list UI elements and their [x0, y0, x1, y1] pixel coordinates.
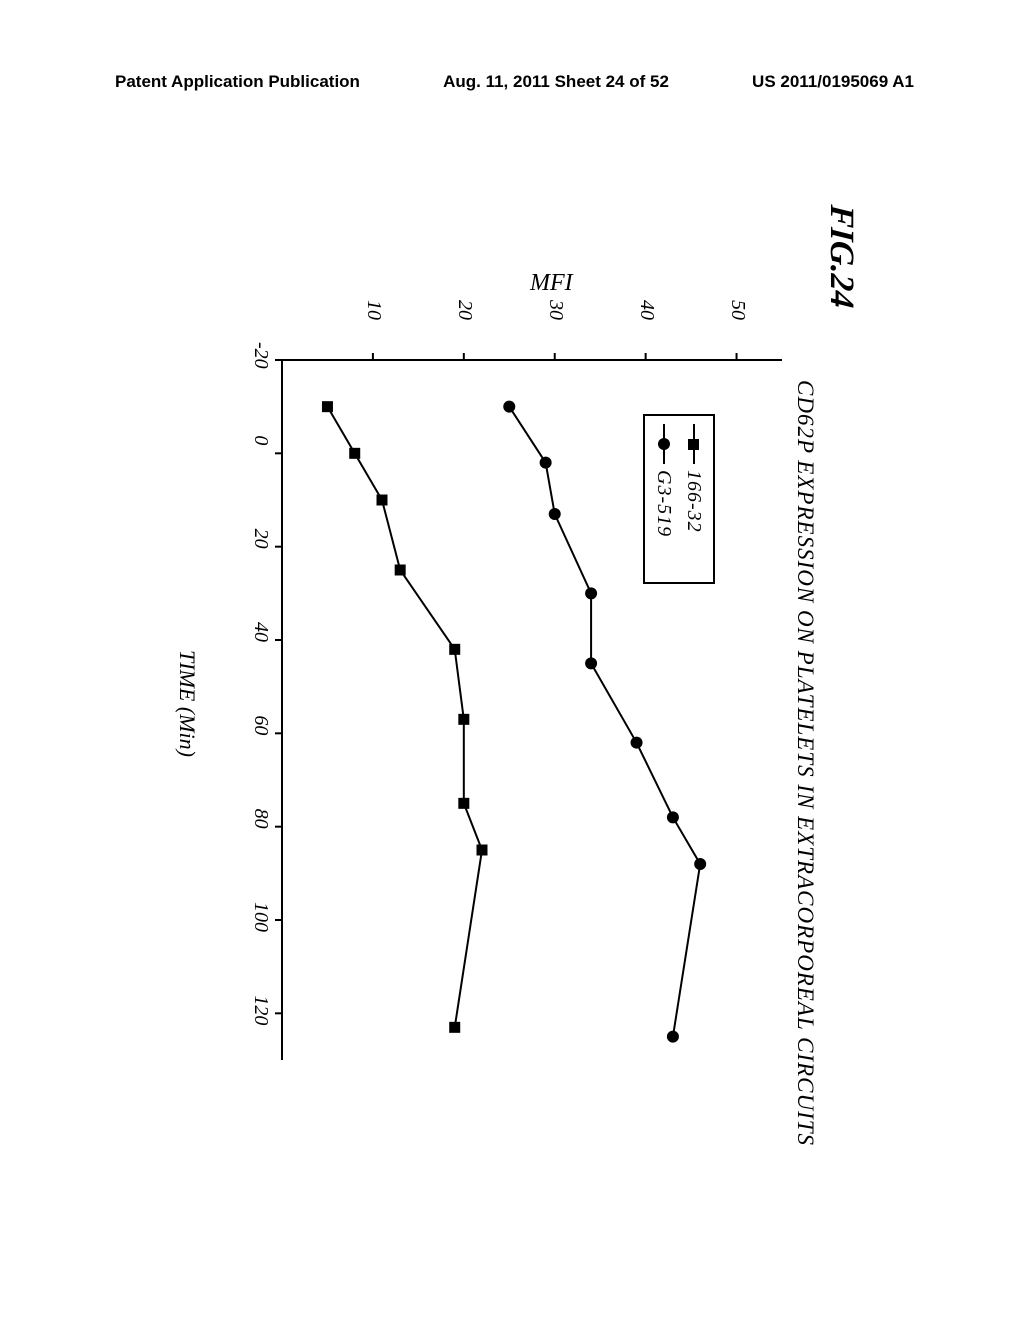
x-tick-label: 60: [249, 715, 272, 735]
legend-label: G3-519: [653, 470, 676, 537]
y-tick-label: 10: [362, 300, 385, 320]
x-tick-label: 40: [249, 622, 272, 642]
rotated-canvas: FIG.24 CD62P EXPRESSION ON PLATELETS IN …: [130, 170, 870, 1150]
x-tick-label: 100: [249, 902, 272, 932]
y-tick-label: 20: [453, 300, 476, 320]
y-tick-label: 30: [544, 300, 567, 320]
chart-title: CD62P EXPRESSION ON PLATELETS IN EXTRACO…: [792, 380, 818, 1146]
x-tick-label: 120: [249, 995, 272, 1025]
y-tick-label: 50: [726, 300, 749, 320]
legend: 166-32 G3-519: [643, 414, 715, 584]
figure-label: FIG.24: [822, 204, 860, 310]
legend-item-166-32: 166-32: [679, 424, 709, 574]
x-tick-label: -20: [249, 342, 272, 369]
legend-label: 166-32: [683, 470, 706, 533]
figure-container: FIG.24 CD62P EXPRESSION ON PLATELETS IN …: [130, 170, 870, 1150]
y-axis-label: MFI: [530, 270, 573, 297]
x-tick-label: 80: [249, 809, 272, 829]
x-tick-label: 0: [249, 435, 272, 445]
x-axis-label: TIME (Min): [174, 650, 200, 757]
header-right: US 2011/0195069 A1: [752, 72, 914, 92]
x-tick-label: 20: [249, 529, 272, 549]
circle-marker-icon: [658, 424, 670, 464]
page-header: Patent Application Publication Aug. 11, …: [0, 72, 1024, 92]
legend-item-g3-519: G3-519: [649, 424, 679, 574]
square-marker-icon: [689, 424, 700, 464]
y-tick-label: 40: [635, 300, 658, 320]
header-center: Aug. 11, 2011 Sheet 24 of 52: [443, 72, 669, 92]
header-left: Patent Application Publication: [115, 72, 360, 92]
